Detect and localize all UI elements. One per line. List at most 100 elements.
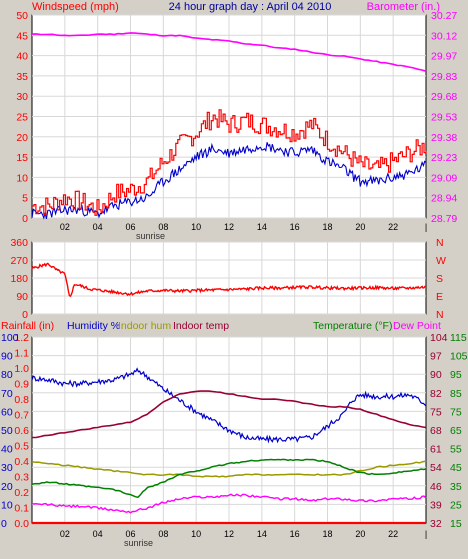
humidity-tick: 30	[1, 462, 13, 474]
rain-tick: 0.2	[14, 487, 29, 499]
wind-series	[31, 32, 427, 220]
rain-tick: 0.7	[14, 410, 29, 422]
weather-plot-grid	[32, 336, 426, 524]
humidity-tick: 40	[1, 444, 13, 456]
legend-indoor-temp: Indoor temp	[173, 320, 229, 332]
indoor-temp-line	[32, 390, 427, 439]
windspeed-tick: 0	[22, 213, 28, 225]
x-tick-label: 12	[224, 222, 234, 232]
compass-label: N	[436, 237, 444, 249]
direction-tick: 180	[10, 273, 28, 285]
x-axis-ticks-bottom: 02 04 06 08 10 12 14 16 18 20 22 |	[60, 529, 427, 539]
temp-tick: 82	[430, 388, 442, 400]
wind-direction-line	[31, 262, 427, 298]
dewpoint-tick: 25	[450, 499, 462, 511]
temp-tick: 97	[430, 351, 442, 363]
x-tick-label: 08	[158, 222, 168, 232]
humidity-line	[31, 367, 427, 444]
rain-tick: 1.0	[14, 363, 29, 375]
direction-plot-grid	[32, 241, 426, 315]
x-tick-label: 10	[191, 529, 201, 539]
temp-tick: 61	[430, 444, 442, 456]
dewpoint-tick: 45	[450, 462, 462, 474]
graph-title: 24 hour graph day : April 04 2010	[169, 1, 332, 13]
barometer-tick: 28.79	[431, 213, 457, 225]
x-tick-label: 08	[158, 529, 168, 539]
legend-temperature: Temperature (°F)	[313, 320, 392, 332]
barometer-tick: 29.09	[431, 172, 457, 184]
x-tick-label: 16	[290, 529, 300, 539]
barometer-tick: 29.23	[431, 152, 457, 164]
x-tick-label: 04	[93, 529, 103, 539]
dew-point-line	[31, 493, 427, 514]
dewpoint-tick: 35	[450, 481, 462, 493]
rain-tick: 0.4	[14, 456, 29, 468]
compass-label: W	[436, 255, 446, 267]
humidity-tick: 60	[1, 406, 13, 418]
x-tick-label: 06	[125, 222, 135, 232]
humidity-tick: 0	[1, 518, 7, 530]
rain-tick: 0.0	[14, 518, 29, 530]
direction-series	[31, 262, 427, 298]
rain-tick: 0.6	[14, 425, 29, 437]
x-tick-label: 12	[224, 529, 234, 539]
windspeed-tick: 50	[16, 10, 28, 22]
x-tick-label: 14	[257, 222, 267, 232]
barometer-tick: 29.53	[431, 112, 457, 124]
dewpoint-tick: 115	[450, 332, 467, 344]
humidity-tick: 20	[1, 481, 13, 493]
x-tick-label: 02	[60, 222, 70, 232]
direction-tick: 90	[16, 291, 28, 303]
rain-tick: 0.8	[14, 394, 29, 406]
barometer-line	[31, 32, 427, 72]
barometer-tick: 29.83	[431, 71, 457, 83]
barometer-tick: 29.68	[431, 91, 457, 103]
legend-rainfall: Rainfall (in)	[1, 320, 54, 332]
compass-label: S	[436, 273, 443, 285]
humidity-tick: 70	[1, 388, 13, 400]
compass-label: N	[436, 309, 444, 321]
x-tick-label: 22	[388, 529, 398, 539]
barometer-tick: 30.12	[431, 30, 457, 42]
windspeed-tick: 5	[22, 193, 28, 205]
temp-tick: 32	[430, 518, 442, 530]
x-tick-label: 18	[322, 529, 332, 539]
windspeed-tick: 10	[16, 172, 28, 184]
weather-axis-ticks: 0.0 0.1 0.2 0.3 0.4 0.5 0.6 0.7 0.8 0.9 1.0 1.1 1.2 0…	[1, 332, 468, 530]
x-tick-label: 20	[355, 529, 365, 539]
direction-ticks: 0 90 180 270 360	[10, 237, 28, 321]
x-tick-label: 06	[125, 529, 135, 539]
windspeed-tick: 35	[16, 71, 28, 83]
x-tick-label: 20	[355, 222, 365, 232]
windspeed-line	[32, 109, 427, 216]
x-tick-label: 16	[290, 222, 300, 232]
dewpoint-tick: 75	[450, 406, 462, 418]
temp-tick: 39	[430, 499, 442, 511]
dewpoint-tick: 15	[450, 518, 462, 530]
weather-series	[31, 367, 427, 525]
dewpoint-tick: 95	[450, 369, 462, 381]
gust-line	[31, 142, 427, 220]
compass-label: E	[436, 291, 443, 303]
rain-tick: 1.1	[14, 348, 29, 360]
humidity-tick: 80	[1, 369, 13, 381]
temp-tick: 90	[430, 369, 442, 381]
x-tick-label: 18	[322, 222, 332, 232]
x-tick-label: 04	[93, 222, 103, 232]
windspeed-tick: 15	[16, 152, 28, 164]
x-tick-label: 22	[388, 222, 398, 232]
windspeed-tick: 20	[16, 132, 28, 144]
rain-tick: 1.2	[14, 332, 29, 344]
temp-tick: 75	[430, 406, 442, 418]
temp-tick: 68	[430, 425, 442, 437]
x-tick-label: 02	[60, 529, 70, 539]
humidity-tick: 90	[1, 351, 13, 363]
windspeed-tick: 25	[16, 112, 28, 124]
temp-tick: 104	[430, 332, 448, 344]
windspeed-axis-title: Windspeed (mph)	[32, 1, 119, 13]
windspeed-tick: 40	[16, 51, 28, 63]
x-tick-end: |	[425, 529, 427, 539]
temperature-line	[31, 458, 427, 499]
